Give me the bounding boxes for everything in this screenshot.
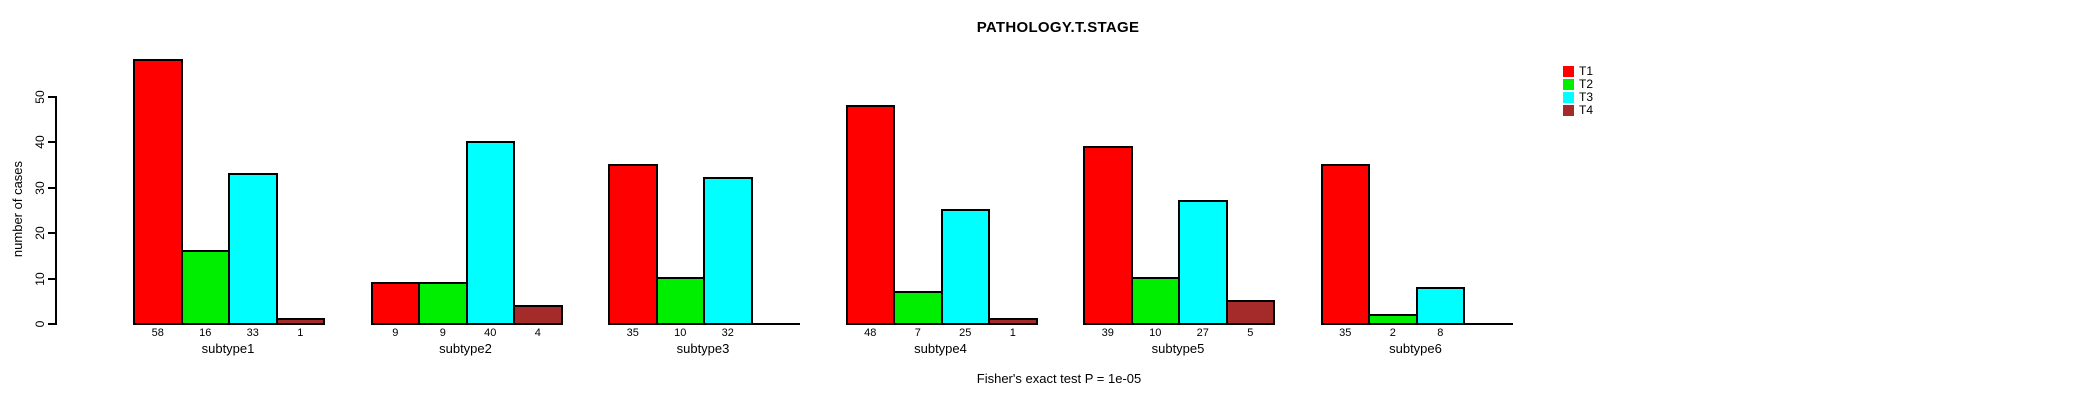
y-axis-tick-label: 40 bbox=[33, 135, 47, 149]
y-axis-tick bbox=[48, 323, 56, 325]
bar-value-label: 32 bbox=[721, 327, 734, 339]
y-axis-tick bbox=[48, 277, 56, 280]
bar-t2-subtype4 bbox=[893, 291, 943, 325]
y-axis-tick bbox=[48, 186, 56, 189]
bar-value-label: 10 bbox=[674, 327, 687, 339]
y-axis-label: number of cases bbox=[10, 160, 25, 258]
legend-swatch-t3 bbox=[1563, 92, 1574, 103]
bar-value-label: 1 bbox=[1009, 327, 1016, 339]
y-axis-line bbox=[55, 95, 57, 325]
legend-label-t3: T3 bbox=[1579, 90, 1594, 104]
bar-t4-subtype5 bbox=[1225, 300, 1275, 325]
bar-value-label: 35 bbox=[1339, 327, 1352, 339]
y-axis-tick-label: 30 bbox=[33, 180, 47, 195]
bar-value-label: 35 bbox=[626, 327, 639, 339]
bar-value-label: 2 bbox=[1389, 327, 1396, 339]
bar-t4-subtype3-zero bbox=[750, 323, 800, 325]
bar-t2-subtype5 bbox=[1130, 277, 1180, 325]
y-axis-tick bbox=[48, 232, 56, 234]
bar-t4-subtype1 bbox=[275, 318, 325, 325]
bar-value-label: 10 bbox=[1149, 327, 1162, 339]
bar-value-label: 4 bbox=[534, 327, 541, 339]
bar-t3-subtype1 bbox=[228, 173, 278, 325]
category-label-subtype1: subtype1 bbox=[201, 341, 255, 356]
y-axis-tick-label: 50 bbox=[33, 89, 47, 104]
legend-label-t1: T1 bbox=[1579, 64, 1594, 78]
bar-t4-subtype6-zero bbox=[1463, 323, 1513, 325]
bar-value-label: 8 bbox=[1437, 327, 1444, 339]
y-axis-tick-label: 20 bbox=[33, 226, 47, 240]
legend-label-t4: T4 bbox=[1579, 103, 1594, 117]
bar-value-label: 5 bbox=[1247, 327, 1254, 339]
y-axis-tick-label: 0 bbox=[33, 320, 47, 328]
bar-value-label: 1 bbox=[297, 327, 304, 339]
bar-value-label: 39 bbox=[1101, 327, 1114, 339]
bar-t3-subtype4 bbox=[940, 209, 990, 325]
bar-value-label: 40 bbox=[484, 327, 497, 339]
y-axis-tick-label: 10 bbox=[33, 271, 47, 286]
legend-swatch-t4 bbox=[1563, 105, 1574, 116]
bar-value-label: 33 bbox=[246, 327, 259, 339]
bar-t3-subtype3 bbox=[703, 177, 753, 325]
bar-value-label: 25 bbox=[959, 327, 972, 339]
bar-value-label: 27 bbox=[1196, 327, 1209, 339]
bar-t2-subtype6 bbox=[1368, 314, 1418, 325]
bar-t1-subtype1 bbox=[133, 59, 183, 325]
category-label-subtype4: subtype4 bbox=[914, 341, 967, 356]
bar-value-label: 9 bbox=[439, 327, 446, 339]
y-axis-tick bbox=[48, 95, 56, 98]
bar-t1-subtype2 bbox=[370, 282, 420, 325]
chart-title: PATHOLOGY.T.STAGE bbox=[976, 19, 1140, 36]
bar-t2-subtype1 bbox=[180, 250, 230, 325]
bar-t1-subtype6 bbox=[1320, 164, 1370, 325]
bar-t3-subtype2 bbox=[465, 141, 515, 325]
bar-t4-subtype4 bbox=[988, 318, 1038, 325]
bar-value-label: 48 bbox=[864, 327, 877, 339]
y-axis-tick bbox=[48, 141, 56, 143]
fisher-test-caption: Fisher's exact test P = 1e-05 bbox=[976, 371, 1142, 386]
category-label-subtype3: subtype3 bbox=[676, 341, 730, 356]
legend-label-t2: T2 bbox=[1579, 77, 1594, 91]
bar-value-label: 16 bbox=[199, 327, 212, 339]
bar-t3-subtype6 bbox=[1415, 287, 1465, 325]
bar-t1-subtype5 bbox=[1083, 146, 1133, 325]
legend-swatch-t1 bbox=[1563, 66, 1574, 77]
bar-t3-subtype5 bbox=[1178, 200, 1228, 325]
category-label-subtype6: subtype6 bbox=[1389, 341, 1442, 356]
legend-swatch-t2 bbox=[1563, 79, 1574, 90]
bar-t1-subtype4 bbox=[845, 105, 895, 325]
bar-t1-subtype3 bbox=[608, 164, 658, 325]
bar-value-label: 7 bbox=[914, 327, 921, 339]
bar-t2-subtype3 bbox=[655, 277, 705, 325]
category-label-subtype5: subtype5 bbox=[1151, 341, 1205, 356]
category-label-subtype2: subtype2 bbox=[439, 341, 492, 356]
bar-value-label: 9 bbox=[392, 327, 399, 339]
bar-value-label: 58 bbox=[151, 327, 164, 339]
bar-t4-subtype2 bbox=[513, 305, 563, 325]
bar-t2-subtype2 bbox=[418, 282, 468, 325]
